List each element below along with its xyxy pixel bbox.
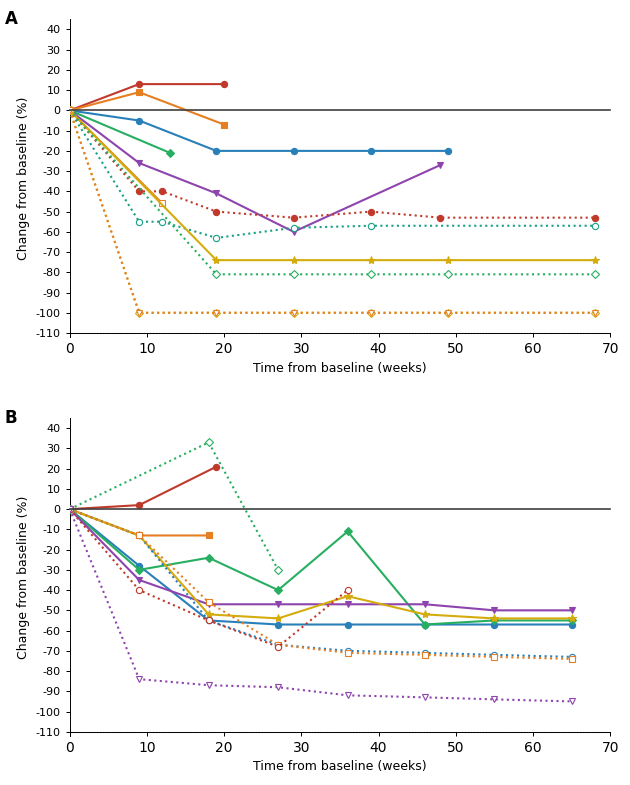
Text: B: B (5, 408, 18, 426)
Text: A: A (5, 10, 18, 27)
Y-axis label: Change from baseline (%): Change from baseline (%) (17, 97, 30, 260)
X-axis label: Time from baseline (weeks): Time from baseline (weeks) (253, 362, 427, 374)
Y-axis label: Change from baseline (%): Change from baseline (%) (17, 495, 30, 659)
X-axis label: Time from baseline (weeks): Time from baseline (weeks) (253, 761, 427, 773)
